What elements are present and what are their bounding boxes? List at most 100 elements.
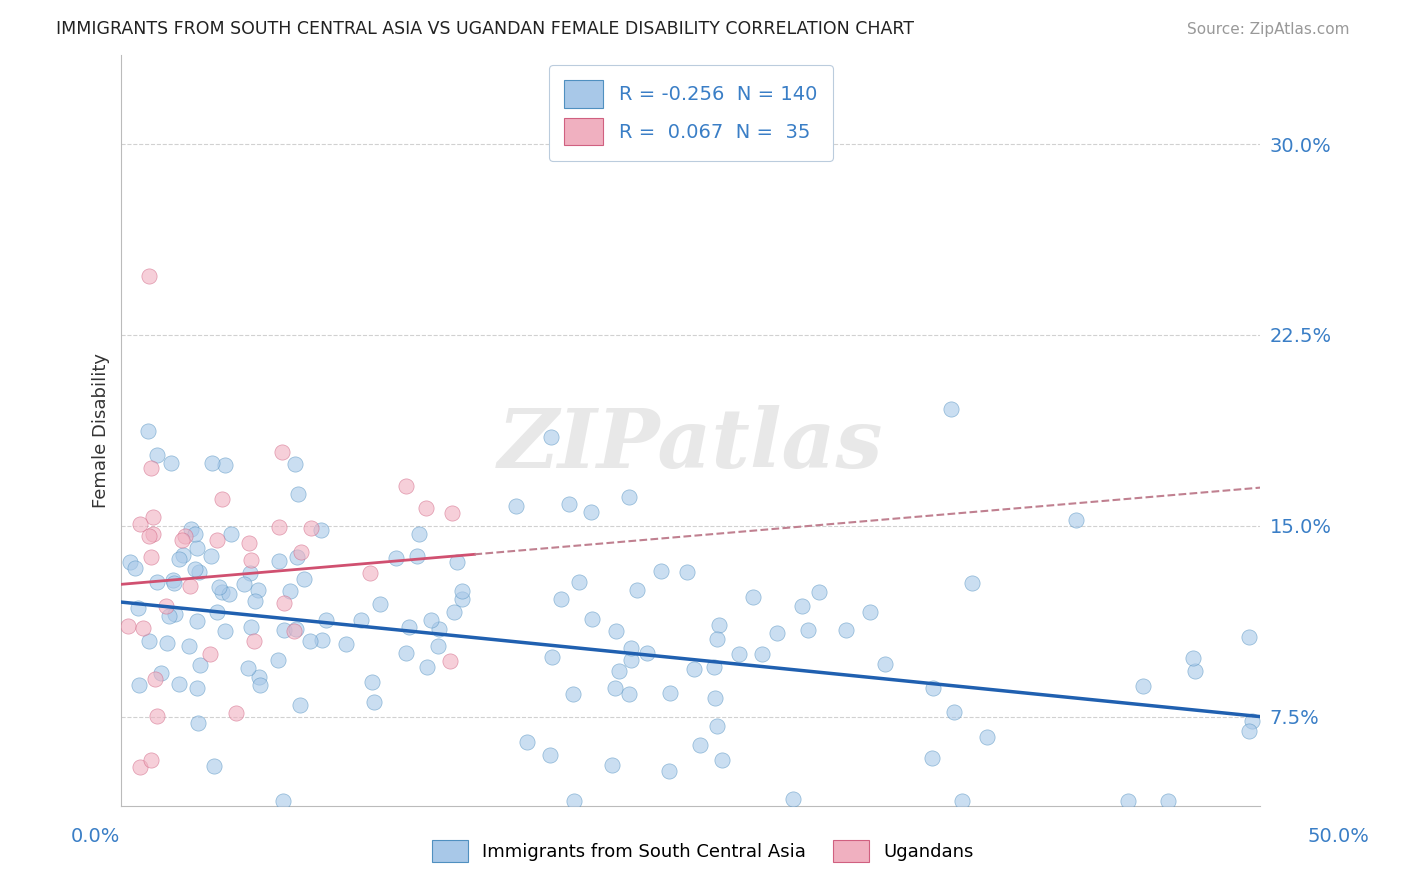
Point xyxy=(315,613,337,627)
Point xyxy=(676,565,699,579)
Point xyxy=(385,550,408,565)
Point xyxy=(246,583,269,598)
Point xyxy=(311,523,333,537)
Point xyxy=(751,648,773,662)
Point xyxy=(797,623,820,637)
Point xyxy=(706,719,728,733)
Point xyxy=(138,529,160,543)
Point xyxy=(741,590,763,604)
Point xyxy=(335,636,357,650)
Point xyxy=(139,753,162,767)
Point xyxy=(682,662,704,676)
Point xyxy=(239,566,262,580)
Point xyxy=(710,753,733,767)
Point xyxy=(873,657,896,671)
Point xyxy=(939,402,962,417)
Point xyxy=(605,624,627,638)
Point xyxy=(782,792,804,806)
Point xyxy=(415,500,437,515)
Point xyxy=(363,695,385,709)
Point xyxy=(214,624,236,639)
Point xyxy=(243,594,266,608)
Point xyxy=(117,619,139,633)
Point xyxy=(188,565,211,579)
Point xyxy=(1184,665,1206,679)
Point xyxy=(149,666,172,681)
Point xyxy=(219,526,242,541)
Point xyxy=(186,614,208,628)
Point xyxy=(1066,512,1088,526)
Point xyxy=(167,677,190,691)
Point xyxy=(659,686,682,700)
Point xyxy=(145,575,167,590)
Point xyxy=(1157,793,1180,807)
Point xyxy=(952,793,974,807)
Point xyxy=(361,675,384,690)
Point xyxy=(405,549,427,564)
Point xyxy=(558,497,581,511)
Point xyxy=(1237,724,1260,739)
Text: IMMIGRANTS FROM SOUTH CENTRAL ASIA VS UGANDAN FEMALE DISABILITY CORRELATION CHAR: IMMIGRANTS FROM SOUTH CENTRAL ASIA VS UG… xyxy=(56,21,914,38)
Point xyxy=(790,599,813,614)
Point xyxy=(426,639,449,653)
Point xyxy=(439,654,461,668)
Point xyxy=(211,491,233,506)
Point xyxy=(162,573,184,587)
Point xyxy=(138,269,160,284)
Point xyxy=(146,449,169,463)
Point xyxy=(124,561,146,575)
Point xyxy=(273,624,295,638)
Point xyxy=(1182,651,1205,665)
Point xyxy=(179,640,201,654)
Y-axis label: Female Disability: Female Disability xyxy=(93,353,110,508)
Point xyxy=(238,535,260,549)
Point xyxy=(922,681,945,696)
Point xyxy=(208,580,231,594)
Point xyxy=(298,633,321,648)
Point xyxy=(395,646,418,660)
Point xyxy=(156,636,179,650)
Point xyxy=(703,690,725,705)
Point xyxy=(603,681,626,695)
Point xyxy=(157,608,180,623)
Point xyxy=(299,521,322,535)
Point xyxy=(562,687,585,701)
Text: 50.0%: 50.0% xyxy=(1308,827,1369,847)
Point xyxy=(138,634,160,648)
Legend: Immigrants from South Central Asia, Ugandans: Immigrants from South Central Asia, Ugan… xyxy=(425,833,981,870)
Point xyxy=(620,640,643,655)
Point xyxy=(143,672,166,686)
Point xyxy=(200,549,222,564)
Point xyxy=(284,622,307,636)
Point xyxy=(146,708,169,723)
Point xyxy=(311,632,333,647)
Point xyxy=(267,520,290,534)
Point xyxy=(562,793,585,807)
Point xyxy=(204,759,226,773)
Point xyxy=(174,529,197,543)
Point xyxy=(619,687,641,701)
Point xyxy=(273,596,295,610)
Point xyxy=(427,622,450,636)
Text: 0.0%: 0.0% xyxy=(70,827,121,847)
Point xyxy=(287,487,309,501)
Point xyxy=(240,553,263,567)
Point xyxy=(1132,679,1154,693)
Point xyxy=(294,572,316,586)
Point xyxy=(620,653,643,667)
Point xyxy=(128,760,150,774)
Point xyxy=(167,552,190,566)
Point xyxy=(858,605,880,619)
Point xyxy=(600,758,623,772)
Point xyxy=(765,626,787,640)
Point xyxy=(419,613,441,627)
Point xyxy=(249,678,271,692)
Point xyxy=(240,620,263,634)
Point xyxy=(118,555,141,569)
Point xyxy=(183,527,205,541)
Point xyxy=(270,445,292,459)
Point xyxy=(155,599,177,613)
Point xyxy=(416,660,439,674)
Point xyxy=(184,562,207,576)
Point xyxy=(550,591,572,606)
